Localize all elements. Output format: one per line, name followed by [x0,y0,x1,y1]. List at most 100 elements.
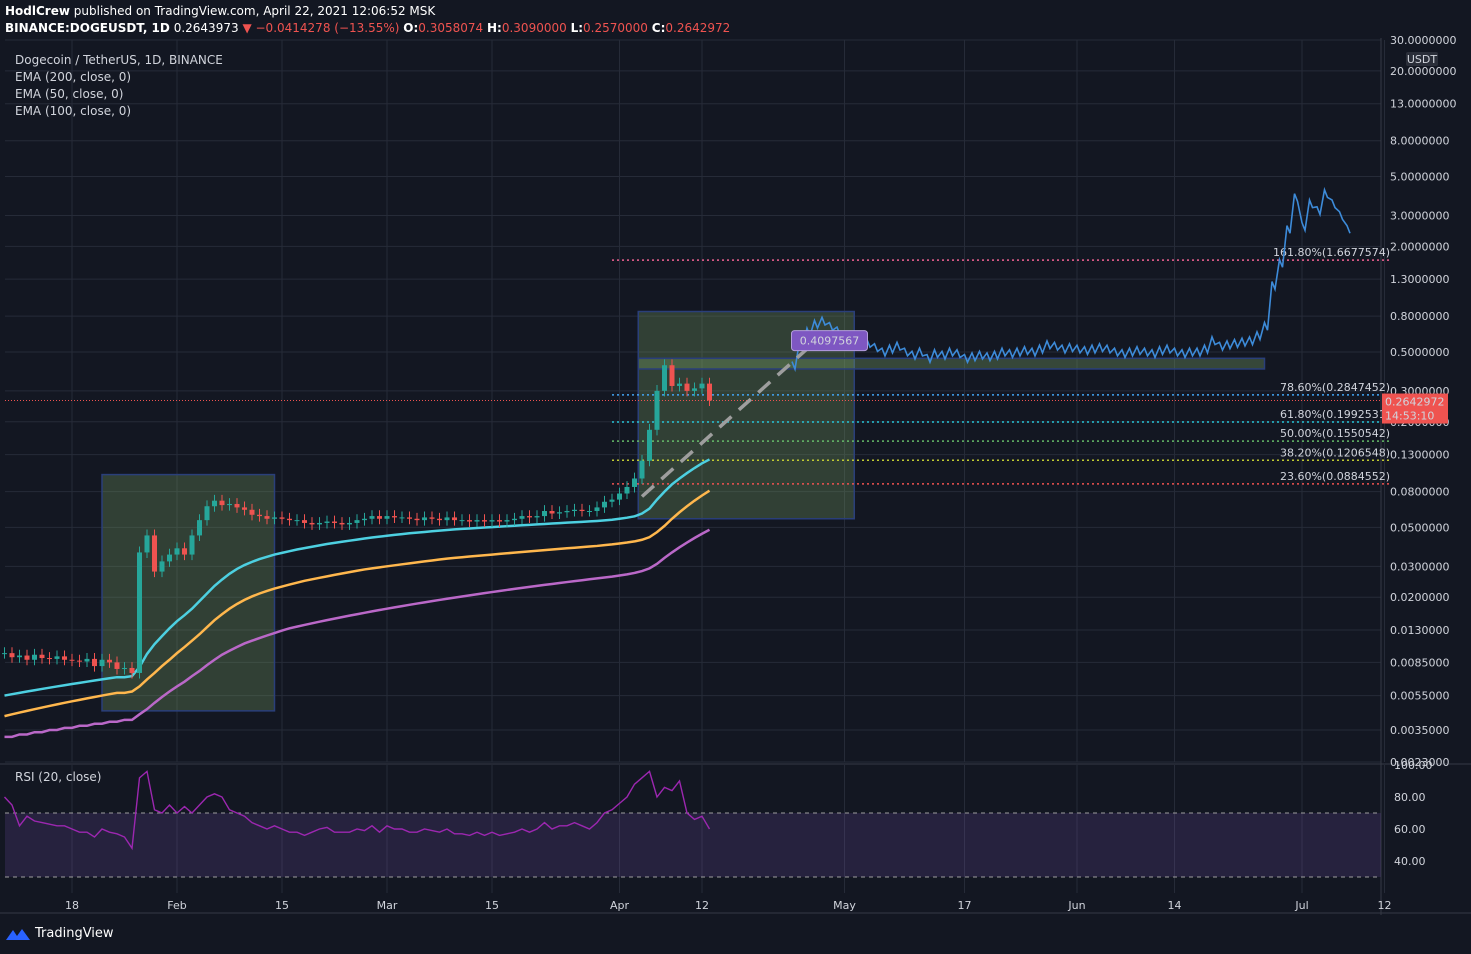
candle-body [384,516,390,519]
candle-body [189,535,195,555]
last-price: 0.2643973 [173,21,239,35]
price-tick: 5.0000000 [1390,171,1450,184]
measure-label-bg [791,330,868,352]
candle-body [422,517,427,521]
fib-label-5: 23.60%(0.0884552) [1280,470,1390,483]
candle-body [219,500,225,506]
legend-ema200[interactable]: EMA (200, close, 0) [15,70,132,84]
candle-body [617,493,622,500]
last-price-badge [1382,393,1448,424]
projection-arrow [640,347,809,498]
legend-title: Dogecoin / TetherUS, 1D, BINANCE [15,53,223,67]
legend-ema100[interactable]: EMA (100, close, 0) [15,104,132,118]
candle-body [497,520,502,522]
candle-body [572,509,577,512]
price-tick: 13.0000000 [1390,98,1456,111]
time-tick: 17 [958,899,972,912]
currency-badge-bg [1406,52,1438,66]
candle-body [212,500,217,507]
rsi-tick: 40.00 [1394,855,1426,868]
tradingview-logo-text: TradingView [35,926,114,941]
time-tick: 12 [1378,899,1392,912]
candle-body [69,659,75,661]
candle-body [99,659,105,667]
candle-body [684,383,690,391]
candle-body [107,659,112,663]
projected-bars-pattern [791,186,1351,373]
candle-body [174,548,180,555]
price-tick: 3.0000000 [1390,209,1450,222]
candle-body [39,654,45,659]
time-tick: May [833,899,856,912]
publish-text: published on TradingView.com, April 22, … [73,4,436,18]
candle-body [669,365,675,386]
tradingview-logo[interactable]: TradingView [5,926,114,941]
candle-body [587,511,592,513]
ohlc-bar: BINANCE:DOGEUSDT, 1D 0.2643973 ▼ −0.0414… [5,21,730,35]
fib-label-0: 161.80%(1.6677574) [1273,246,1390,259]
candle-body [249,509,255,515]
price-tick: 0.0085000 [1390,656,1450,669]
candle-body [489,520,495,522]
symbol-label: BINANCE:DOGEUSDT, 1D [5,21,170,35]
high-label: H: [487,21,502,35]
ema200-line [4,528,711,739]
candle-body [317,522,322,525]
down-arrow-icon: ▼ [242,21,252,35]
rsi-tick: 100.00 [1394,759,1433,772]
candle-body [272,517,277,519]
fib-label-3: 50.00%(0.1550542) [1280,427,1390,440]
close-label: C: [651,21,666,35]
candle-body [47,658,52,660]
candle-body [564,511,570,513]
candle-body [92,658,97,667]
candle-body [84,658,90,662]
last-price-badge-value: 0.2642972 [1385,396,1445,409]
candle-body [354,520,360,523]
close-value: 0.2642972 [665,21,731,35]
candle-body [557,512,562,514]
candle-body [122,667,127,669]
candle-body [167,554,172,562]
open-label: O: [403,21,419,35]
time-tick: 15 [485,899,499,912]
price-tick: 0.0300000 [1390,560,1450,573]
candle-body [482,520,487,522]
candle-body [324,521,330,523]
candle-body [519,516,525,519]
consolidation-box-1 [101,473,276,712]
candle-body [699,383,705,389]
candle-body [647,429,652,461]
rsi-legend[interactable]: RSI (20, close) [15,770,102,784]
candle-body [137,552,142,673]
candle-body [24,655,30,660]
time-tick: Mar [377,899,398,912]
candle-body [534,516,540,518]
candle-body [182,548,187,555]
publish-info: HodlCrew published on TradingView.com, A… [5,4,435,18]
price-tick: 8.0000000 [1390,135,1450,148]
fib-label-1: 78.60%(0.2847452) [1280,381,1390,394]
candle-body [347,522,352,525]
candle-body [692,388,697,391]
candle-body [467,520,472,522]
candle-body [399,517,405,519]
candle-body [234,503,240,508]
support-zone [637,357,1266,370]
price-tick: 0.0055000 [1390,690,1450,703]
candle-body [362,518,367,521]
candle-body [609,499,615,502]
candle-body [197,520,202,536]
candle-body [542,511,547,517]
price-tick: 2.0000000 [1390,240,1450,253]
candle-body [77,660,82,662]
measure-label: 0.4097567 [800,335,860,348]
price-tick: 0.0200000 [1390,591,1450,604]
candle-body [369,516,375,519]
legend-ema50[interactable]: EMA (50, close, 0) [15,87,124,101]
candle-body [257,514,262,517]
candle-body [114,662,120,669]
price-tick: 0.5000000 [1390,346,1450,359]
candle-body [54,656,60,659]
